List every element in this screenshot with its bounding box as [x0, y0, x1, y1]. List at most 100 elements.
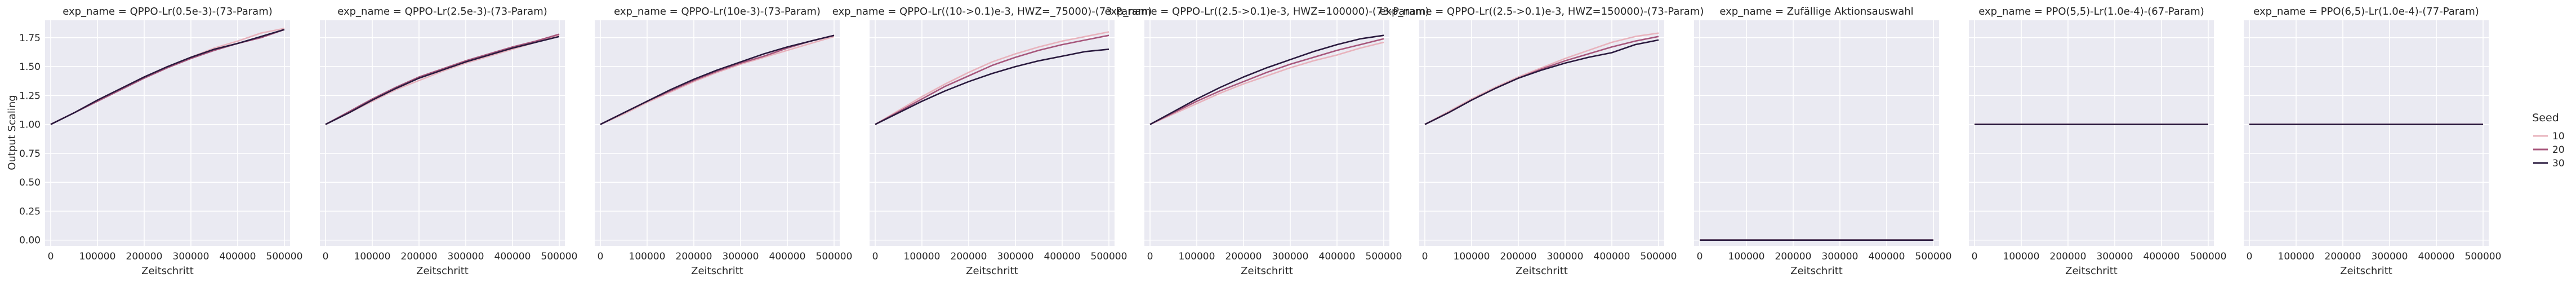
x-axis-label: Zeitschritt [1790, 265, 1843, 277]
x-tick-label: 300000 [2097, 251, 2133, 262]
series-line-seed-30 [875, 49, 1109, 125]
x-tick-label: 0 [2247, 251, 2253, 262]
plot-area [1419, 20, 1664, 246]
plot-area [595, 20, 840, 246]
x-tick-label: 100000 [354, 251, 391, 262]
facet-panel-1: 0.00 0.25 0.50 0.75 1.00 1.25 1.50 1.75 0 100000 2… [19, 6, 302, 277]
panel-title: exp_name = QPPO-Lr((2.5->0.1)e-3, HWZ=10… [1105, 6, 1429, 17]
x-tick-label: 200000 [1500, 251, 1537, 262]
legend-label-seed-30: 30 [2552, 158, 2565, 169]
x-tick-label: 0 [598, 251, 604, 262]
y-tick-label: 1.50 [19, 61, 41, 73]
facet-panel-9: 0 100000 200000 300000 400000 500000 exp_name … [2244, 6, 2501, 277]
x-tick-label: 0 [48, 251, 54, 262]
x-tick-label: 0 [1697, 251, 1703, 262]
x-axis-label: Zeitschritt [2340, 265, 2392, 277]
facet-panel-3: 0 100000 200000 300000 400000 500000 exp_name … [595, 6, 852, 277]
y-tick-label: 0.25 [19, 206, 41, 217]
series-line-seed-20 [1149, 38, 1384, 125]
x-axis-label: Zeitschritt [2065, 265, 2118, 277]
facet-panels: 0.00 0.25 0.50 0.75 1.00 1.25 1.50 1.75 0 100000 2… [19, 6, 2501, 277]
x-tick-label: 100000 [904, 251, 941, 262]
x-tick-label: 200000 [1225, 251, 1262, 262]
facet-panel-8: 0 100000 200000 300000 400000 500000 exp_name … [1969, 6, 2226, 277]
series-line-seed-30 [50, 29, 285, 125]
series-line-seed-10 [875, 31, 1109, 125]
x-axis-label: Zeitschritt [1516, 265, 1568, 277]
x-tick-label: 500000 [541, 251, 578, 262]
x-tick-label: 100000 [629, 251, 666, 262]
series-line-seed-20 [875, 34, 1109, 125]
x-tick-label: 100000 [1454, 251, 1490, 262]
x-axis-label: Zeitschritt [691, 265, 743, 277]
x-tick-label: 400000 [2418, 251, 2455, 262]
x-axis-label: Zeitschritt [141, 265, 194, 277]
x-tick-label: 500000 [1366, 251, 1402, 262]
series-line-seed-10 [1424, 32, 1659, 125]
x-tick-label: 100000 [2278, 251, 2315, 262]
x-axis-label: Zeitschritt [1241, 265, 1293, 277]
x-tick-label: 500000 [1091, 251, 1127, 262]
y-tick-label: 0.75 [19, 148, 41, 160]
x-tick-label: 100000 [1179, 251, 1215, 262]
series-line-seed-10 [600, 36, 835, 125]
plot-area [1694, 20, 1939, 246]
x-tick-label: 200000 [2325, 251, 2361, 262]
x-tick-label: 300000 [1547, 251, 1584, 262]
legend: Seed 10 20 30 [2532, 112, 2564, 169]
x-tick-label: 200000 [2050, 251, 2087, 262]
x-tick-label: 300000 [723, 251, 759, 262]
x-tick-label: 200000 [401, 251, 438, 262]
x-tick-label: 100000 [79, 251, 116, 262]
figure-y-axis-label: Output Scaling [6, 95, 18, 170]
legend-title: Seed [2532, 112, 2559, 124]
x-tick-label: 100000 [2003, 251, 2040, 262]
x-tick-label: 100000 [1728, 251, 1765, 262]
x-tick-label: 0 [323, 251, 329, 262]
x-tick-label: 500000 [816, 251, 853, 262]
panel-title: exp_name = QPPO-Lr((10->0.1)e-3, HWZ=_75… [832, 6, 1152, 17]
y-tick-label: 1.00 [19, 120, 41, 131]
x-tick-label: 400000 [769, 251, 806, 262]
x-tick-label: 400000 [1044, 251, 1081, 262]
x-tick-label: 400000 [1594, 251, 1630, 262]
facet-panel-7: 0 100000 200000 300000 400000 500000 exp_name … [1694, 6, 1951, 277]
legend-label-seed-10: 10 [2552, 131, 2565, 142]
x-tick-label: 500000 [266, 251, 303, 262]
x-tick-label: 500000 [2190, 251, 2227, 262]
facet-panel-2: 0 100000 200000 300000 400000 500000 exp_name … [320, 6, 577, 277]
x-tick-label: 0 [1972, 251, 1978, 262]
x-tick-label: 500000 [2465, 251, 2502, 262]
legend-label-seed-20: 20 [2552, 144, 2565, 156]
panel-title: exp_name = QPPO-Lr(2.5e-3)-(73-Param) [337, 6, 547, 17]
panel-title: exp_name = PPO(5,5)-Lr(1.0e-4)-(67-Param… [1978, 6, 2204, 17]
facet-panel-5: 0 100000 200000 300000 400000 500000 exp_name … [1105, 6, 1429, 277]
x-tick-label: 0 [872, 251, 879, 262]
panel-title: exp_name = QPPO-Lr((2.5->0.1)e-3, HWZ=15… [1380, 6, 1704, 17]
x-tick-label: 200000 [951, 251, 987, 262]
plot-area [2244, 20, 2489, 246]
x-tick-label: 500000 [1915, 251, 1952, 262]
x-tick-label: 400000 [1869, 251, 1905, 262]
x-tick-label: 300000 [448, 251, 484, 262]
panel-title: exp_name = QPPO-Lr(10e-3)-(73-Param) [614, 6, 821, 17]
panel-title: exp_name = Zufällige Aktionsauswahl [1719, 6, 1913, 17]
x-tick-label: 300000 [2372, 251, 2408, 262]
x-tick-label: 400000 [2143, 251, 2180, 262]
series-line-seed-20 [325, 33, 560, 125]
y-tick-label: 0.00 [19, 235, 41, 246]
facet-panel-6: 0 100000 200000 300000 400000 500000 exp_name … [1380, 6, 1704, 277]
plot-area [320, 20, 565, 246]
series-line-seed-30 [1424, 39, 1659, 125]
x-tick-label: 300000 [1272, 251, 1309, 262]
x-tick-label: 500000 [1641, 251, 1677, 262]
x-tick-label: 300000 [997, 251, 1034, 262]
series-line-seed-30 [325, 36, 560, 125]
series-line-seed-10 [1149, 41, 1384, 125]
panel-title: exp_name = PPO(6,5)-Lr(1.0e-4)-(77-Param… [2253, 6, 2479, 17]
y-tick-label: 0.50 [19, 177, 41, 188]
x-axis-label: Zeitschritt [966, 265, 1018, 277]
x-tick-label: 0 [1147, 251, 1153, 262]
x-tick-label: 400000 [1319, 251, 1356, 262]
x-axis-label: Zeitschritt [416, 265, 469, 277]
